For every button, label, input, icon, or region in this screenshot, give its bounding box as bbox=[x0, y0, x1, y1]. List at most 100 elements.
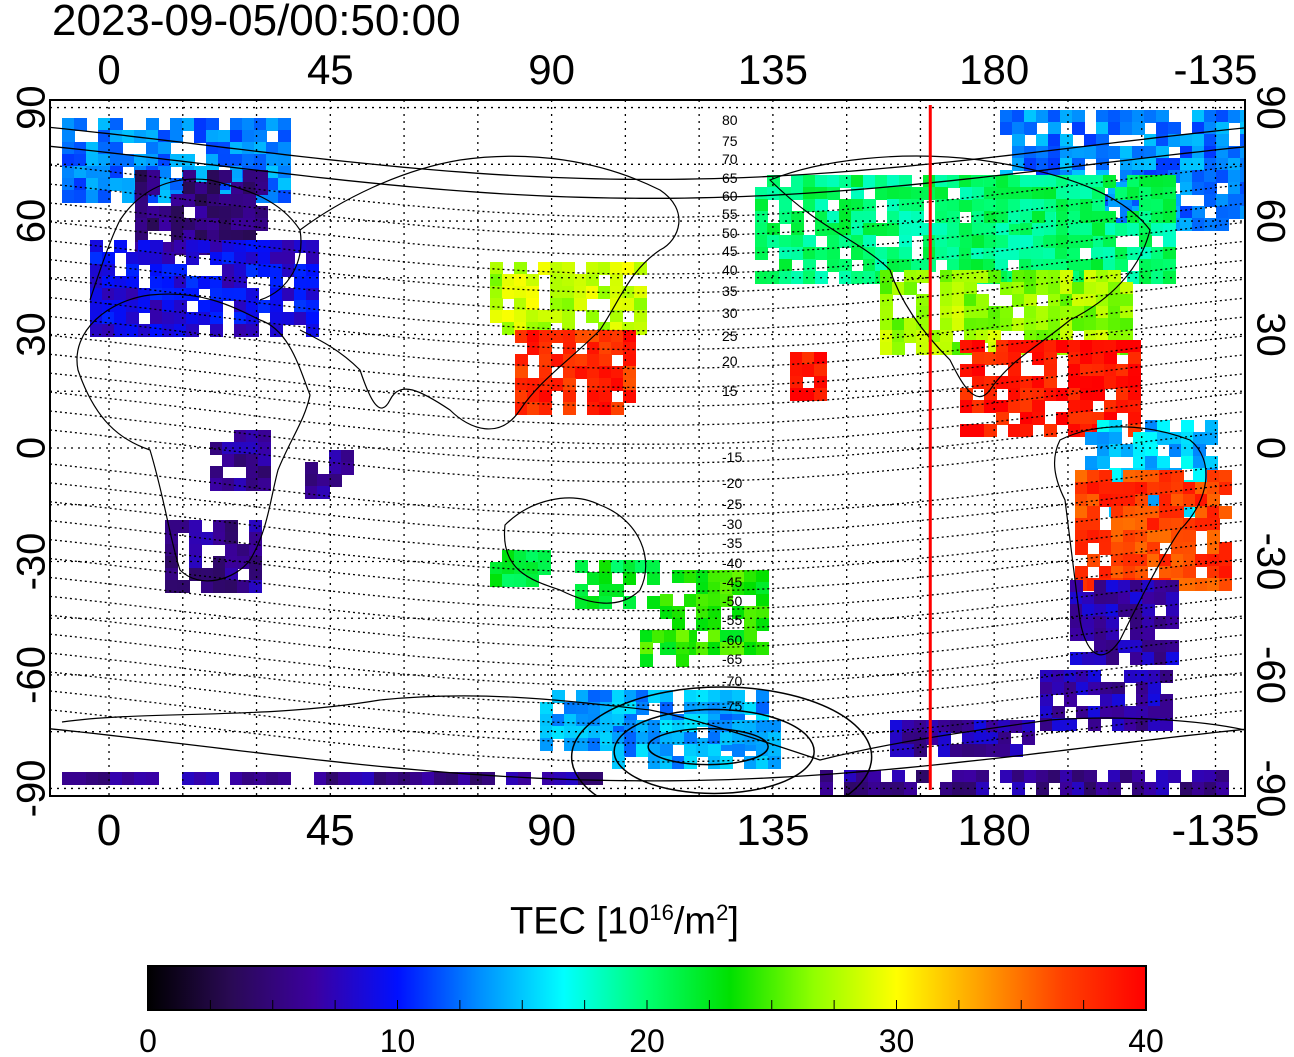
tec-cell bbox=[213, 556, 226, 569]
tec-cell bbox=[1064, 670, 1077, 683]
tec-cell bbox=[490, 310, 503, 323]
tec-cell bbox=[587, 378, 600, 391]
tec-cell bbox=[134, 130, 147, 143]
tec-cell bbox=[575, 560, 588, 573]
tec-cell bbox=[1103, 259, 1116, 272]
tec-cell bbox=[314, 772, 327, 785]
tec-cell bbox=[1159, 518, 1172, 531]
tec-cell bbox=[756, 720, 769, 733]
tec-cell bbox=[611, 366, 624, 379]
contour-label: -25 bbox=[722, 496, 742, 512]
tec-cell bbox=[538, 310, 551, 323]
tec-cell bbox=[1115, 223, 1128, 236]
tec-cell bbox=[755, 187, 768, 200]
tec-cell bbox=[150, 252, 163, 265]
tec-cell bbox=[767, 271, 780, 284]
tec-cell bbox=[1082, 628, 1095, 641]
tec-cell bbox=[575, 596, 588, 609]
tec-cell bbox=[947, 211, 960, 224]
tec-cell bbox=[1147, 470, 1160, 483]
tec-cell bbox=[246, 240, 259, 253]
tec-cell bbox=[720, 594, 733, 607]
tec-cell bbox=[1020, 211, 1033, 224]
tec-cell bbox=[996, 412, 1009, 425]
tec-cell bbox=[1080, 211, 1093, 224]
tec-cell bbox=[551, 354, 564, 367]
lon-tick-bottom: 45 bbox=[306, 806, 355, 855]
tec-cell bbox=[174, 312, 187, 325]
tec-cell bbox=[122, 190, 135, 203]
tec-cell bbox=[1060, 770, 1073, 783]
tec-cell bbox=[983, 247, 996, 260]
tec-cell bbox=[964, 294, 977, 307]
tec-cell bbox=[1195, 494, 1208, 507]
tec-cell bbox=[514, 550, 527, 563]
tec-cell bbox=[1228, 146, 1241, 159]
tec-cell bbox=[1108, 330, 1121, 343]
tec-cell bbox=[1159, 494, 1172, 507]
tec-cell bbox=[575, 330, 588, 343]
lon-tick-bottom: 180 bbox=[957, 806, 1030, 855]
tec-cell bbox=[1207, 482, 1220, 495]
tec-cell bbox=[222, 252, 235, 265]
tec-cell bbox=[755, 199, 768, 212]
tec-cell bbox=[708, 582, 721, 595]
tec-cell bbox=[246, 466, 259, 479]
tec-cell bbox=[940, 318, 953, 331]
tec-cell bbox=[588, 738, 601, 751]
tec-cell bbox=[306, 312, 319, 325]
tec-cell bbox=[246, 252, 259, 265]
tec-cell bbox=[294, 276, 307, 289]
tec-cell bbox=[539, 378, 552, 391]
tec-cell bbox=[550, 286, 563, 299]
tec-cell bbox=[1133, 432, 1146, 445]
tec-cell bbox=[612, 714, 625, 727]
tec-cell bbox=[964, 330, 977, 343]
tec-cell bbox=[972, 424, 985, 437]
tec-cell bbox=[206, 772, 219, 785]
tec-cell bbox=[1145, 444, 1158, 457]
tec-cell bbox=[767, 187, 780, 200]
lat-tick-left: -90 bbox=[10, 760, 54, 818]
contour-label: -65 bbox=[722, 651, 742, 667]
tec-cell bbox=[150, 324, 163, 337]
tec-cell bbox=[551, 330, 564, 343]
tec-cell bbox=[1204, 146, 1217, 159]
tec-cell bbox=[540, 702, 553, 715]
tec-cell bbox=[213, 580, 226, 593]
tec-cell bbox=[803, 175, 816, 188]
tec-cell bbox=[563, 330, 576, 343]
tec-cell bbox=[1216, 134, 1229, 147]
tec-cell bbox=[732, 744, 745, 757]
tec-cell bbox=[1136, 682, 1149, 695]
tec-cell bbox=[890, 732, 903, 745]
tec-cell bbox=[856, 770, 869, 783]
tec-cell bbox=[1103, 175, 1116, 188]
tec-cell bbox=[102, 324, 115, 337]
tec-cell bbox=[234, 324, 247, 337]
tec-cell bbox=[839, 211, 852, 224]
tec-cell bbox=[258, 252, 271, 265]
tec-cell bbox=[1075, 566, 1088, 579]
tec-cell bbox=[135, 170, 148, 183]
tec-cell bbox=[183, 182, 196, 195]
tec-cell bbox=[611, 560, 624, 573]
tec-cell bbox=[1163, 199, 1176, 212]
tec-cell bbox=[636, 744, 649, 757]
tec-cell bbox=[732, 570, 745, 583]
tec-cell bbox=[1044, 424, 1057, 437]
tec-cell bbox=[756, 702, 769, 715]
tec-cell bbox=[1080, 412, 1093, 425]
tec-cell bbox=[984, 223, 997, 236]
tec-cell bbox=[134, 772, 147, 785]
tec-cell bbox=[1068, 199, 1081, 212]
tec-cell bbox=[201, 580, 214, 593]
tec-cell bbox=[611, 330, 624, 343]
tec-cell bbox=[1076, 706, 1089, 719]
tec-cell bbox=[1115, 247, 1128, 260]
tec-cell bbox=[1216, 194, 1229, 207]
lon-tick-top: 45 bbox=[307, 46, 354, 93]
tec-cell bbox=[1207, 542, 1220, 555]
tec-cell bbox=[1147, 518, 1160, 531]
tec-data-layer bbox=[62, 110, 1245, 795]
